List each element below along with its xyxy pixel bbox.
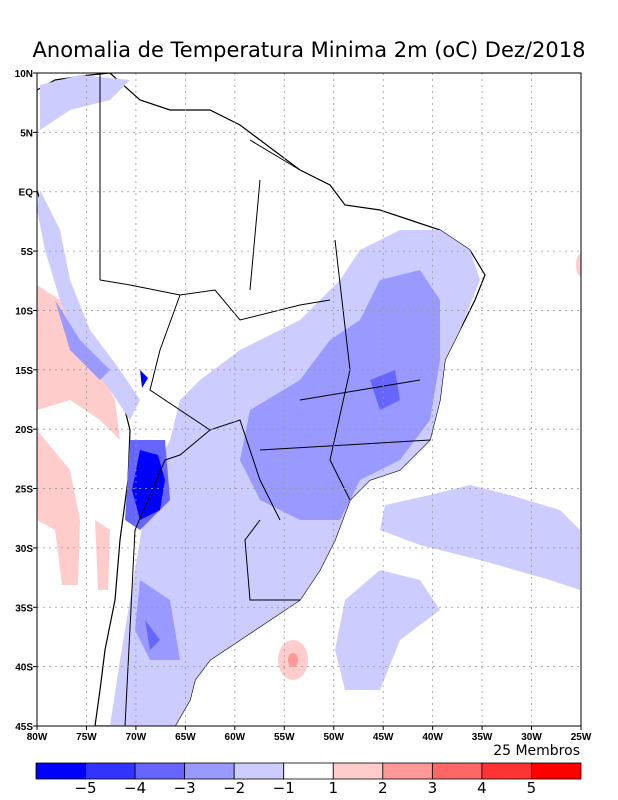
atlantic-warm-core xyxy=(288,653,298,667)
colorbar-swatch xyxy=(283,762,334,780)
x-tick-label: 45W xyxy=(373,732,394,743)
y-tick-label: 25S xyxy=(15,485,33,496)
map-frame xyxy=(36,72,582,727)
colorbar-label: 4 xyxy=(477,779,487,797)
colorbar: −5 −4 −3 −2 −1 1 2 3 4 5 xyxy=(35,762,582,797)
map-title: Anomalia de Temperatura Minima 2m (oC) D… xyxy=(32,38,586,62)
colorbar-label: −4 xyxy=(124,779,146,797)
y-tick-label: 20S xyxy=(15,425,33,436)
pacific-warm-anomaly xyxy=(37,285,120,590)
cool-anomaly-2-3 xyxy=(55,270,440,660)
colorbar-swatch xyxy=(35,762,86,780)
y-tick-label: 30S xyxy=(15,544,33,555)
x-tick-label: 25W xyxy=(571,732,592,743)
colorbar-label: −2 xyxy=(223,779,245,797)
x-tick-label: 70W xyxy=(126,732,147,743)
east-warm-anomaly xyxy=(576,253,581,277)
x-tick-label: 80W xyxy=(27,732,48,743)
y-tick-label: 35S xyxy=(15,603,33,614)
y-tick-label: 15S xyxy=(15,366,33,377)
x-tick-label: 65W xyxy=(175,732,196,743)
y-tick-label: 40S xyxy=(15,663,33,674)
cool-anomaly-below-5 xyxy=(132,370,165,520)
y-tick-label: EQ xyxy=(19,188,34,199)
colorbar-swatch xyxy=(85,762,136,780)
x-tick-label: 40W xyxy=(422,732,443,743)
colorbar-swatch xyxy=(134,762,186,780)
y-tick-label: 45S xyxy=(15,722,33,733)
colorbar-swatch xyxy=(332,762,384,780)
colorbar-swatch xyxy=(382,762,433,780)
x-tick-label: 55W xyxy=(274,732,295,743)
colorbar-label: −1 xyxy=(273,779,295,797)
members-label: 25 Membros xyxy=(493,743,580,759)
x-tick-label: 50W xyxy=(323,732,344,743)
colorbar-swatch xyxy=(233,762,285,780)
y-tick-label: 10N xyxy=(15,69,33,80)
colorbar-label: 1 xyxy=(328,779,338,797)
colorbar-swatch xyxy=(431,762,483,780)
colorbar-swatch xyxy=(531,762,582,780)
atlantic-cool-anomaly xyxy=(335,485,580,690)
grid-lines xyxy=(37,73,581,726)
y-tick-label: 5S xyxy=(21,247,34,258)
colorbar-swatch xyxy=(184,762,235,780)
x-tick-label: 35W xyxy=(472,732,493,743)
colorbar-swatch xyxy=(481,762,532,780)
colorbar-label: −3 xyxy=(174,779,196,797)
colorbar-label: 2 xyxy=(378,779,388,797)
colorbar-label: 3 xyxy=(428,779,438,797)
colorbar-label: 5 xyxy=(527,779,537,797)
x-tick-label: 60W xyxy=(225,732,246,743)
x-tick-label: 75W xyxy=(76,732,97,743)
colorbar-label: −5 xyxy=(74,779,96,797)
y-tick-label: 10S xyxy=(15,306,33,317)
x-tick-label: 30W xyxy=(521,732,542,743)
y-tick-label: 5N xyxy=(20,128,33,139)
axis-ticks: 80W 75W 70W 65W 60W 55W 50W 45W 40W 35W 30W 25W 10N 5… xyxy=(15,69,592,743)
country-borders xyxy=(99,73,431,726)
